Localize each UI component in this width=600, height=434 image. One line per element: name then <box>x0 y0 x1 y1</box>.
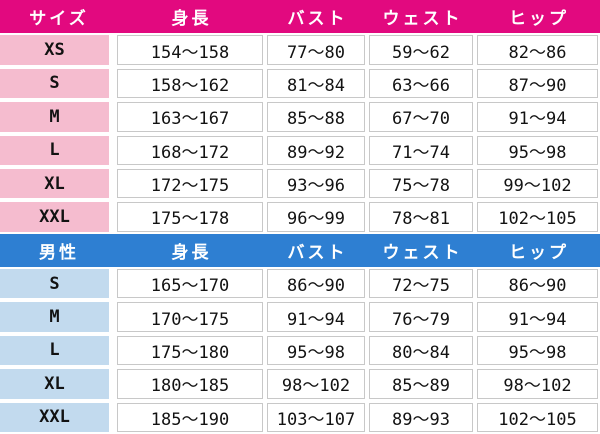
measurement-women-m-height: 163〜167 <box>117 102 263 132</box>
size-label-women-l: L <box>0 135 109 165</box>
size-label-women-xxl: XXL <box>0 202 109 232</box>
measurement-women-xxl-hip: 102〜105 <box>477 202 598 232</box>
measurement-women-l-hip: 95〜98 <box>477 135 598 165</box>
header-men-hip: ヒップ <box>475 233 600 267</box>
measurement-men-l-bust: 95〜98 <box>267 335 365 366</box>
measurement-women-xxl-bust: 96〜99 <box>267 202 365 232</box>
measurement-women-xxl-height: 175〜178 <box>117 202 263 232</box>
measurement-women-l-bust: 89〜92 <box>267 135 365 165</box>
measurement-men-s-waist: 72〜75 <box>369 269 473 299</box>
measurement-men-l-height: 175〜180 <box>117 335 263 366</box>
size-label-women-s: S <box>0 68 109 99</box>
measurement-men-m-waist: 76〜79 <box>369 302 473 332</box>
header-men-height: 身長 <box>115 233 265 267</box>
size-label-men-xxl: XXL <box>0 402 109 432</box>
measurement-women-s-waist: 63〜66 <box>369 68 473 99</box>
measurement-men-xxl-hip: 102〜105 <box>477 402 598 432</box>
measurement-men-xl-hip: 98〜102 <box>477 369 598 399</box>
measurement-women-m-bust: 85〜88 <box>267 102 365 132</box>
measurement-men-m-bust: 91〜94 <box>267 302 365 332</box>
measurement-men-xxl-bust: 103〜107 <box>267 402 365 432</box>
measurement-men-l-hip: 95〜98 <box>477 335 598 366</box>
measurement-women-xl-height: 172〜175 <box>117 168 263 199</box>
measurement-men-xl-height: 180〜185 <box>117 369 263 399</box>
measurement-women-xs-height: 154〜158 <box>117 35 263 65</box>
measurement-women-s-hip: 87〜90 <box>477 68 598 99</box>
header-women-bust: バスト <box>265 0 367 34</box>
measurement-women-xl-waist: 75〜78 <box>369 168 473 199</box>
measurement-women-xs-bust: 77〜80 <box>267 35 365 65</box>
measurement-men-l-waist: 80〜84 <box>369 335 473 366</box>
size-label-men-s: S <box>0 269 109 299</box>
header-women-waist: ウェスト <box>367 0 475 34</box>
size-label-women-xs: XS <box>0 35 109 65</box>
header-men-waist: ウェスト <box>367 233 475 267</box>
measurement-women-m-waist: 67〜70 <box>369 102 473 132</box>
measurement-women-l-waist: 71〜74 <box>369 135 473 165</box>
measurement-women-xxl-waist: 78〜81 <box>369 202 473 232</box>
header-men-size: 男性 <box>0 233 115 267</box>
measurement-men-xl-bust: 98〜102 <box>267 369 365 399</box>
measurement-men-s-height: 165〜170 <box>117 269 263 299</box>
measurement-men-xxl-height: 185〜190 <box>117 402 263 432</box>
measurement-women-xl-hip: 99〜102 <box>477 168 598 199</box>
measurement-men-s-hip: 86〜90 <box>477 269 598 299</box>
header-women-height: 身長 <box>115 0 265 34</box>
measurement-women-xs-hip: 82〜86 <box>477 35 598 65</box>
measurement-women-m-hip: 91〜94 <box>477 102 598 132</box>
measurement-men-m-hip: 91〜94 <box>477 302 598 332</box>
size-label-men-xl: XL <box>0 369 109 399</box>
size-label-women-xl: XL <box>0 168 109 199</box>
measurement-men-xxl-waist: 89〜93 <box>369 402 473 432</box>
measurement-men-xl-waist: 85〜89 <box>369 369 473 399</box>
measurement-women-s-height: 158〜162 <box>117 68 263 99</box>
measurement-women-s-bust: 81〜84 <box>267 68 365 99</box>
measurement-men-m-height: 170〜175 <box>117 302 263 332</box>
header-women-hip: ヒップ <box>475 0 600 34</box>
header-men-bust: バスト <box>265 233 367 267</box>
size-label-men-m: M <box>0 302 109 332</box>
header-women-size: サイズ <box>0 0 115 34</box>
measurement-women-xs-waist: 59〜62 <box>369 35 473 65</box>
measurement-women-l-height: 168〜172 <box>117 135 263 165</box>
size-label-women-m: M <box>0 102 109 132</box>
measurement-men-s-bust: 86〜90 <box>267 269 365 299</box>
size-label-men-l: L <box>0 335 109 366</box>
measurement-women-xl-bust: 93〜96 <box>267 168 365 199</box>
